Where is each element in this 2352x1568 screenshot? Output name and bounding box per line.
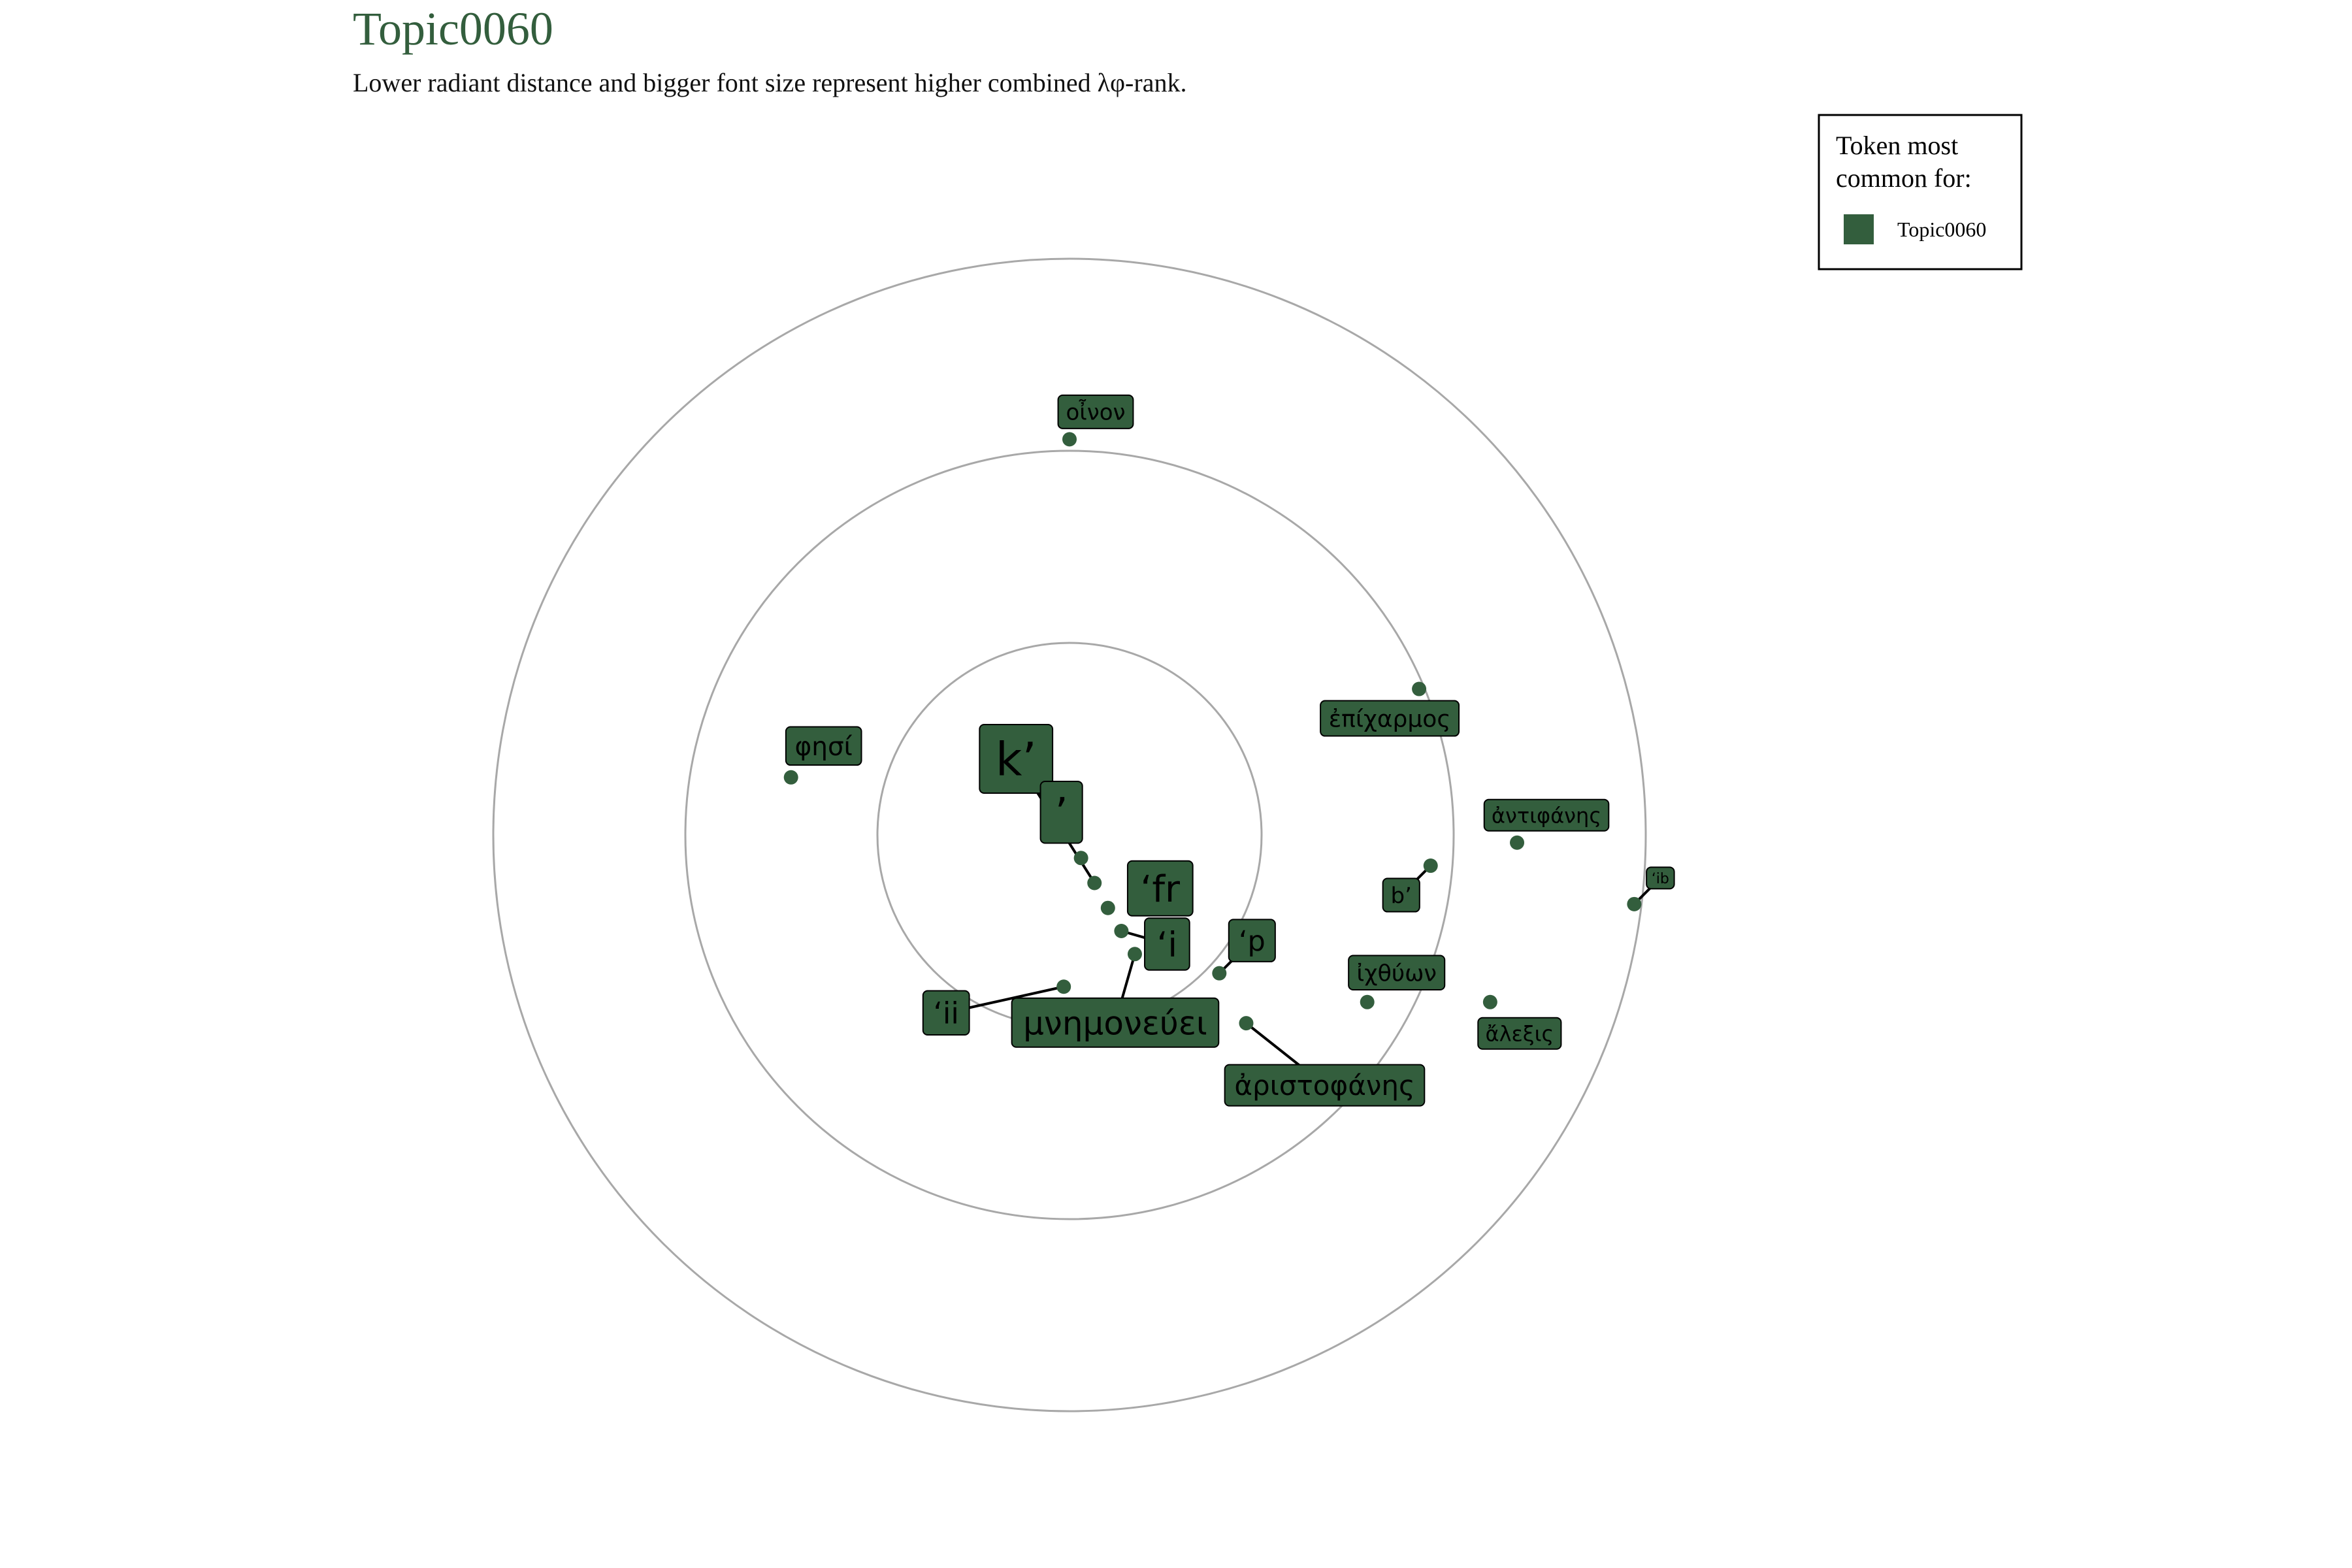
chart-title: Topic0060 — [353, 3, 553, 55]
token-label-box — [1382, 877, 1420, 913]
token-label-text: ἐπίχαρμος — [1329, 706, 1451, 733]
token-label-text: k’ — [996, 733, 1037, 787]
data-point — [1087, 875, 1102, 890]
data-points — [783, 432, 1642, 1031]
token-label-box — [1144, 917, 1190, 971]
token-label-box — [1483, 798, 1610, 832]
token-label: ‘fr — [1126, 860, 1194, 917]
token-label: ἄλεξις — [1477, 1017, 1562, 1050]
token-label-box — [1320, 700, 1460, 737]
data-point — [1412, 681, 1427, 696]
data-point — [1056, 979, 1071, 994]
data-point — [1062, 432, 1077, 447]
data-point — [1212, 966, 1227, 981]
token-label-text: b’ — [1391, 883, 1412, 909]
token-labels: k’ ’ ‘fr ‘i μνημονεύει ‘ii ‘p ἀριστοφάνης φησί ἐπ… — [785, 394, 1675, 1107]
ring-3 — [492, 257, 1647, 1413]
token-label: ἀντιφάνης — [1483, 798, 1610, 832]
legend: Token most common for: Topic0060 — [1818, 114, 2023, 270]
data-point — [1360, 994, 1375, 1009]
data-point — [1510, 835, 1525, 850]
token-label-box — [1477, 1017, 1562, 1050]
token-label-text: ἰχθύων — [1356, 960, 1437, 987]
data-point — [1073, 851, 1088, 866]
token-label-text: ’ — [1055, 789, 1068, 837]
token-label-text: ἀριστοφάνης — [1234, 1070, 1414, 1102]
token-label: ἐπίχαρμος — [1320, 700, 1460, 737]
data-point — [1482, 994, 1497, 1009]
token-label: ‘ib — [1646, 866, 1675, 890]
token-label-box — [979, 724, 1054, 794]
token-label-text: ‘ii — [934, 996, 959, 1030]
token-label-text: ‘fr — [1141, 868, 1181, 911]
token-label-box — [1228, 919, 1276, 962]
token-label-box — [1057, 394, 1134, 429]
data-point — [1423, 858, 1438, 874]
token-label-text: ἄλεξις — [1485, 1021, 1554, 1046]
legend-title-line2: common for: — [1836, 163, 1972, 193]
token-label-box — [1224, 1064, 1426, 1107]
token-label: ‘i — [1144, 917, 1190, 971]
token-label-text: μνημονεύει — [1023, 1004, 1207, 1042]
token-label: ἰχθύων — [1348, 955, 1446, 991]
data-point — [1627, 896, 1642, 911]
token-label-box — [1348, 955, 1446, 991]
legend-swatch — [1844, 214, 1874, 244]
token-label-box — [922, 990, 970, 1036]
ring-2 — [684, 449, 1455, 1220]
legend-title-line1: Token most — [1836, 131, 1958, 160]
data-point — [1100, 900, 1115, 915]
token-label: k’ — [979, 724, 1054, 794]
token-label-text: ‘ib — [1652, 871, 1669, 887]
data-point — [1114, 924, 1129, 938]
token-label: ἀριστοφάνης — [1224, 1064, 1426, 1107]
token-label-box — [785, 726, 862, 766]
token-label: b’ — [1382, 877, 1420, 913]
token-label: μνημονεύει — [1011, 997, 1220, 1048]
token-label: ‘p — [1228, 919, 1276, 962]
legend-entry-label: Topic0060 — [1897, 218, 1986, 241]
token-label-text: φησί — [795, 732, 853, 762]
token-label-box — [1646, 866, 1675, 890]
token-label: οἶνον — [1057, 394, 1134, 429]
token-label: ‘ii — [922, 990, 970, 1036]
token-label-box — [1011, 997, 1220, 1048]
token-label-text: ‘i — [1157, 925, 1178, 965]
token-label-box — [1039, 781, 1083, 844]
token-label-box — [1126, 860, 1194, 917]
token-label-text: ‘p — [1239, 925, 1266, 958]
token-label-text: ἀντιφάνης — [1492, 803, 1601, 828]
data-point — [1127, 947, 1142, 962]
token-label: ’ — [1039, 781, 1083, 844]
chart-subtitle: Lower radiant distance and bigger font s… — [353, 68, 1186, 97]
token-label: φησί — [785, 726, 862, 766]
data-point — [1239, 1016, 1254, 1031]
data-point — [783, 770, 798, 785]
token-label-text: οἶνον — [1066, 399, 1125, 426]
